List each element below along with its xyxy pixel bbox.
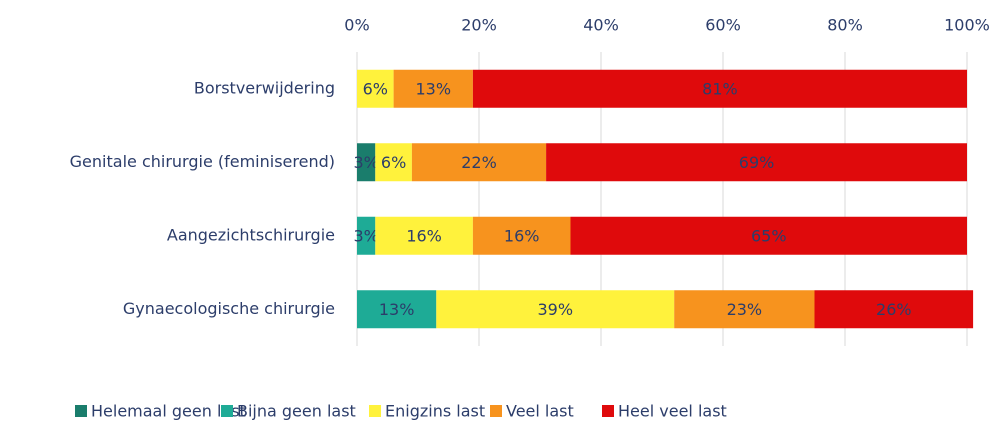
x-tick-label: 20% [461,16,497,35]
legend-swatch [75,405,87,417]
x-tick-label: 80% [827,16,863,35]
bar-segment [436,290,675,329]
legend-swatch [490,405,502,417]
legend-label: Helemaal geen last [91,402,246,421]
category-label: Gynaecologische chirurgie [123,299,335,318]
data-label: 13% [379,300,415,319]
bar-segment [375,143,412,182]
data-label: 26% [876,300,912,319]
bar-segment [674,290,815,329]
x-tick-label: 0% [344,16,369,35]
data-label: 3% [353,226,378,245]
legend-label: Heel veel last [618,402,727,421]
category-label: Aangezichtschirurgie [167,225,335,244]
legend-swatch [221,405,233,417]
bar-segment [411,143,547,182]
legend-label: Enigzins last [385,402,485,421]
bar-segment [357,69,394,108]
legend-label: Veel last [506,402,574,421]
x-tick-label: 40% [583,16,619,35]
bar-segment [357,216,376,255]
legend-swatch [369,405,381,417]
data-label: 39% [537,300,573,319]
data-label: 65% [751,226,787,245]
category-label: Genitale chirurgie (feminiserend) [70,152,335,171]
x-tick-label: 60% [705,16,741,35]
data-label: 69% [739,153,775,172]
data-label: 16% [406,226,442,245]
bar-segment [357,290,437,329]
data-label: 6% [381,153,406,172]
bar-segment [814,290,974,329]
data-label: 81% [702,79,738,98]
bar-segment [570,216,967,255]
legend-label: Bijna geen last [237,402,356,421]
data-label: 16% [504,226,540,245]
data-label: 13% [415,79,451,98]
data-label: 23% [727,300,763,319]
bar-segment [546,143,967,182]
bar-segment [375,216,473,255]
bar-segment [393,69,473,108]
data-label: 22% [461,153,497,172]
legend-swatch [602,405,614,417]
bar-segment [472,216,571,255]
data-label: 3% [353,153,378,172]
category-label: Borstverwijdering [194,78,335,97]
bar-segment [472,69,967,108]
data-label: 6% [363,79,388,98]
x-tick-label: 100% [944,16,990,35]
bar-segment [357,143,376,182]
